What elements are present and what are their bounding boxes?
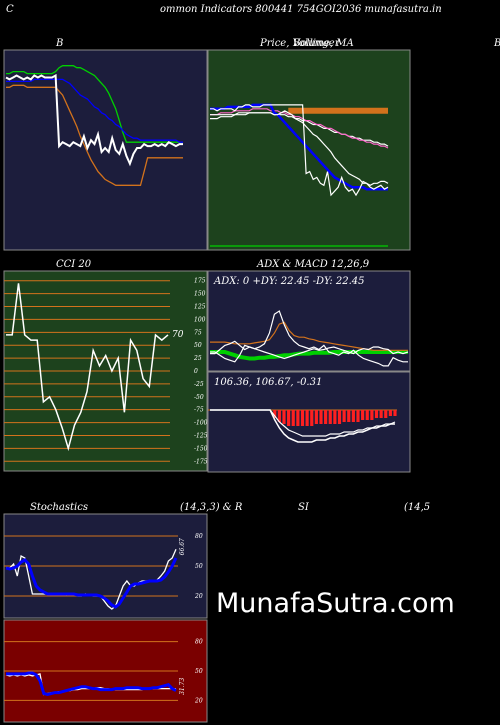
macd-signal-line — [210, 409, 396, 437]
stoch-params: (14,3,3) & R — [180, 502, 243, 513]
rsi-tick-2: 20 — [194, 697, 203, 704]
price-series-2 — [210, 108, 389, 149]
cci-tick-11: -100 — [194, 420, 208, 427]
macd-bar-37 — [379, 410, 383, 418]
macd-bar-27 — [333, 410, 337, 424]
macd-bar-26 — [328, 410, 332, 424]
b-series-1 — [6, 78, 183, 143]
cci-tick-13: -150 — [194, 445, 208, 452]
b-series-0 — [6, 65, 183, 143]
adx-series-0 — [210, 350, 408, 361]
cci-title: CCI 20 — [56, 259, 92, 270]
adx-series-1 — [210, 321, 408, 351]
rsi-series-1 — [6, 671, 177, 697]
cci-tick-3: 100 — [194, 316, 206, 323]
price-series-4 — [210, 110, 389, 186]
macd-bar-18 — [291, 410, 295, 426]
rsi-tick-1: 50 — [195, 668, 203, 675]
macd-bar-21 — [305, 410, 309, 426]
cci-tick-7: 0 — [194, 368, 198, 375]
macd-bar-19 — [296, 410, 300, 426]
header-title: ommon Indicators 800441 754GOI2036 munaf… — [160, 4, 442, 15]
macd-bar-29 — [342, 410, 346, 422]
macd-bar-17 — [287, 410, 291, 426]
cci-line — [6, 283, 169, 452]
macd-bar-14 — [273, 410, 277, 418]
cci-tick-4: 75 — [194, 329, 202, 336]
macd-bar-39 — [388, 410, 392, 416]
macd-bar-23 — [314, 410, 318, 424]
stoch-series-1 — [5, 557, 178, 609]
cci-tick-8: -25 — [194, 381, 204, 388]
cci-tick-10: -75 — [194, 407, 204, 414]
macd-bar-16 — [282, 410, 286, 424]
adx-legend: ADX: 0 +DY: 22.45 -DY: 22.45 — [214, 276, 365, 287]
b-panel — [3, 49, 208, 251]
cci-tick-0: 175 — [194, 278, 206, 285]
stoch-tick-0: 80 — [195, 533, 203, 540]
cci-tick-2: 125 — [194, 304, 206, 311]
macd-bar-20 — [300, 410, 305, 426]
macd-bar-36 — [374, 410, 379, 418]
macd-panel — [207, 371, 411, 473]
cci-tick-12: -125 — [194, 432, 208, 439]
adx-macd-title: ADX & MACD 12,26,9 — [257, 259, 370, 270]
price-series-5 — [210, 104, 389, 197]
macd-bar-31 — [351, 410, 355, 422]
macd-bar-30 — [347, 410, 351, 422]
macd-bar-25 — [324, 410, 328, 424]
si-title: SI — [298, 502, 309, 513]
macd-bar-38 — [384, 410, 388, 418]
macd-bar-33 — [361, 410, 365, 420]
stoch-tick-1: 50 — [195, 563, 203, 570]
cci-tick-5: 50 — [194, 342, 202, 349]
b-series-2 — [6, 84, 183, 186]
price-title: Price, Volume, MA — [260, 38, 354, 49]
cci-tick-1: 150 — [194, 291, 206, 298]
adx-series-3 — [210, 344, 409, 363]
b-series-3 — [5, 73, 183, 167]
cci-tick-9: -50 — [194, 394, 204, 401]
edge-right-title: B — [494, 38, 500, 49]
macd-values: 106.36, 106.67, -0.31 — [214, 377, 323, 388]
si-params: (14,5 — [404, 502, 431, 513]
rsi-last-label: 31.73 — [179, 678, 186, 695]
macd-bar-34 — [365, 410, 369, 420]
watermark: MunafaSutra.com — [216, 588, 455, 619]
macd-bar-35 — [370, 410, 374, 420]
macd-bar-40 — [393, 410, 397, 416]
price-overlay-title: Bollinger — [293, 38, 340, 49]
macd-bar-32 — [356, 410, 360, 422]
rsi-tick-0: 80 — [195, 639, 203, 646]
macd-bar-28 — [337, 410, 342, 424]
header-letter: C — [6, 4, 14, 15]
cci-tick-6: 25 — [193, 355, 202, 362]
stoch-last-label: 66.67 — [179, 538, 186, 555]
b-title: B — [56, 38, 64, 49]
macd-bar-22 — [310, 410, 314, 426]
macd-bar-15 — [277, 410, 281, 422]
macd-bar-24 — [319, 410, 323, 424]
cci-tick-14: -175 — [194, 458, 208, 465]
cci-last-label: 70 — [172, 330, 184, 340]
price-series-1 — [210, 112, 389, 147]
stoch-title: Stochastics — [30, 502, 88, 513]
stoch-tick-2: 20 — [194, 593, 203, 600]
